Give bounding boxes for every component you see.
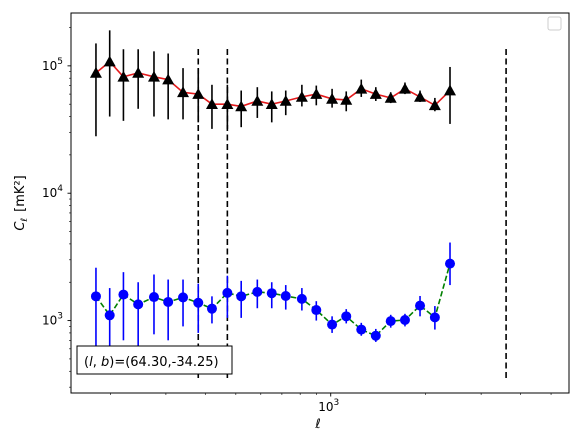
series-1-point	[340, 93, 353, 105]
axes-frame	[70, 12, 570, 394]
series-1-point	[428, 99, 441, 111]
series-1-point	[177, 86, 190, 98]
plot-area	[89, 30, 507, 381]
y-tick-label-base: 10	[42, 186, 57, 200]
y-tick-label: 104	[42, 184, 63, 200]
series-2-point	[327, 319, 338, 330]
series-1-point	[384, 91, 397, 103]
series-1-point	[369, 88, 382, 99]
series-2-point	[193, 297, 204, 308]
x-tick-label: 103	[318, 398, 339, 414]
series-2-point	[222, 287, 233, 298]
series-1-point	[414, 90, 427, 102]
series-2-point	[429, 312, 440, 323]
series-1-point	[117, 70, 130, 82]
series-1-point	[279, 94, 292, 106]
series-1-point	[295, 90, 308, 102]
annotation-b: b	[101, 355, 109, 370]
series-1-point	[265, 98, 278, 109]
series-1-point	[132, 66, 145, 78]
series-2-point	[236, 291, 247, 302]
series-1-point	[398, 82, 411, 94]
series-2-point	[252, 286, 263, 297]
series-1-point	[147, 70, 160, 82]
y-axis-label: Cℓ [mK²]	[13, 175, 30, 230]
x-axis-label: ℓ	[314, 417, 320, 432]
y-tick-label-exponent: 4	[57, 184, 63, 194]
series-1-point	[192, 88, 205, 99]
y-tick-label-exponent: 3	[57, 312, 63, 322]
series-1-point	[205, 98, 218, 109]
y-tick-label-exponent: 5	[57, 57, 63, 67]
series-2-point	[415, 300, 426, 311]
series-2-point	[385, 316, 396, 327]
series-1-point	[326, 92, 339, 104]
y-tick-label-base: 10	[42, 59, 57, 73]
series-2-point	[206, 303, 217, 314]
y-axis-label-symbol: C	[13, 221, 28, 231]
series-1-point	[235, 100, 248, 112]
series-2-point	[178, 292, 189, 303]
x-tick-label-exponent: 3	[333, 398, 339, 408]
series-2-point	[399, 315, 410, 326]
series-2-point	[370, 330, 381, 341]
series-2-point	[296, 293, 307, 304]
annotation-text: (l, b)=(64.30,-34.25)	[84, 355, 219, 370]
series-2-point	[280, 290, 291, 301]
series-1-point	[103, 55, 116, 67]
series-2-point	[90, 291, 101, 302]
annotation-values: =(64.30,-34.25)	[114, 355, 218, 370]
series-1-point	[251, 94, 264, 106]
series-2-point	[163, 296, 174, 307]
series-1-point	[310, 88, 323, 99]
series-2-point	[104, 310, 115, 321]
y-tick-label: 103	[42, 312, 63, 328]
series-1-point	[355, 82, 368, 94]
y-tick-label: 105	[42, 57, 63, 73]
series-2-point	[148, 292, 159, 303]
series-2-point	[341, 311, 352, 322]
series-1-point	[444, 84, 457, 96]
series-2-point	[445, 258, 456, 269]
series-2-point	[266, 288, 277, 299]
series-2-point	[311, 305, 322, 316]
x-tick-label-base: 10	[318, 400, 333, 414]
series-2-point	[118, 289, 129, 300]
series-2-point	[356, 324, 367, 335]
series-2-point	[133, 299, 144, 310]
annotation-box	[76, 345, 233, 375]
annotation-l: l	[89, 355, 93, 370]
series-1-point	[221, 98, 234, 109]
y-axis-label-subscript: ℓ	[20, 218, 30, 223]
series-1-point	[89, 66, 102, 78]
y-tick-label-base: 10	[42, 314, 57, 328]
y-axis-label-unit: [mK²]	[13, 175, 28, 212]
legend-box	[547, 16, 562, 31]
series-1-point	[162, 73, 175, 85]
